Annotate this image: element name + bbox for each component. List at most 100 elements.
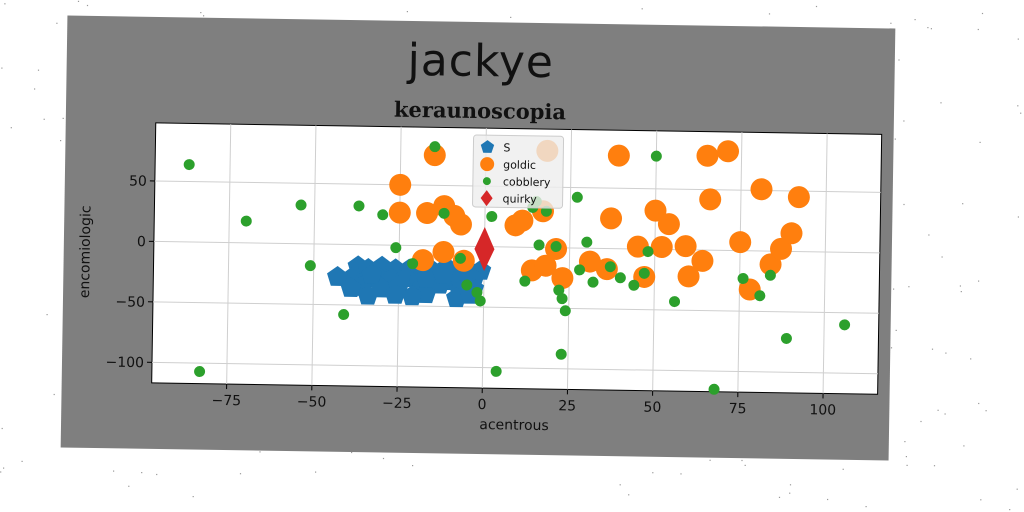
data-point-cobblery (553, 284, 565, 296)
noise-speck (156, 473, 158, 476)
noise-speck (641, 8, 643, 10)
x-gridline (822, 133, 828, 394)
data-point-goldic (389, 173, 412, 196)
noise-speck (141, 472, 143, 474)
data-point-goldic (607, 144, 630, 167)
data-point-cobblery (240, 215, 252, 227)
noise-speck (945, 352, 947, 354)
noise-speck (1, 67, 3, 69)
data-point-cobblery (614, 272, 626, 284)
y-gridline (152, 301, 879, 314)
data-point-cobblery (764, 269, 776, 281)
data-point-cobblery (737, 272, 749, 284)
x-gridline (311, 125, 317, 386)
noise-speck (62, 117, 64, 119)
noise-speck (928, 234, 930, 236)
x-gridline (226, 124, 232, 385)
y-tick-label: −50 (115, 294, 145, 310)
data-point-cobblery (390, 242, 402, 254)
noise-speck (970, 358, 972, 360)
legend-label-S: S (503, 141, 510, 154)
noise-speck (200, 12, 202, 14)
noise-speck (53, 393, 55, 396)
noise-speck (113, 470, 115, 472)
noise-speck (931, 348, 934, 350)
data-point-cobblery (555, 348, 567, 360)
noise-speck (4, 3, 6, 5)
scatter-plot: −75 −50 −25 0 25 50 75 100 −100 −50 0 50 acentrous en… (77, 122, 883, 434)
data-point-S (357, 284, 379, 305)
noise-speck (709, 459, 711, 461)
x-tick-label: 0 (477, 397, 486, 413)
data-point-goldic (551, 267, 574, 290)
data-point-cobblery (559, 305, 571, 317)
plot-area (151, 122, 883, 395)
noise-speck (842, 468, 844, 470)
noise-speck (628, 494, 630, 496)
data-point-cobblery (574, 264, 586, 276)
noise-speck (37, 69, 40, 71)
x-tick-label: −50 (297, 394, 327, 410)
data-point-quirky (474, 227, 495, 272)
noise-speck (192, 496, 194, 498)
noise-speck (768, 13, 771, 15)
x-tick-label: 100 (809, 402, 836, 418)
x-tick-label: −75 (211, 393, 241, 409)
data-point-goldic (644, 199, 667, 222)
noise-speck (21, 460, 23, 462)
noise-speck (893, 288, 895, 290)
data-point-goldic (691, 249, 714, 272)
data-point-S (361, 264, 383, 285)
noise-speck (10, 127, 12, 129)
data-point-cobblery (587, 276, 599, 288)
noise-speck (34, 88, 36, 90)
noise-speck (930, 28, 932, 30)
noise-speck (680, 473, 682, 475)
data-point-cobblery (461, 279, 473, 291)
noise-speck (865, 506, 867, 508)
data-point-goldic (511, 209, 534, 232)
x-tick-label: 75 (729, 401, 747, 417)
noise-speck (904, 441, 906, 443)
x-gridline (652, 130, 658, 391)
data-point-goldic (780, 222, 803, 245)
x-tick-label: 25 (558, 398, 576, 414)
data-point-cobblery (604, 261, 616, 273)
noise-speck (0, 471, 2, 473)
data-point-goldic (729, 231, 752, 254)
data-point-cobblery (429, 141, 441, 153)
noise-speck (1017, 216, 1019, 218)
noise-speck (905, 456, 907, 458)
data-point-goldic (699, 188, 722, 211)
noise-speck (903, 203, 905, 206)
noise-speck (985, 410, 987, 412)
noise-speck (962, 203, 964, 205)
data-point-goldic (423, 144, 446, 167)
series-cobblery (183, 141, 851, 395)
x-axis-label: acentrous (479, 417, 549, 434)
data-point-cobblery (377, 209, 389, 221)
data-point-cobblery (571, 191, 583, 203)
noise-speck (980, 499, 982, 501)
noise-speck (406, 11, 408, 13)
data-point-goldic (650, 235, 673, 258)
noise-speck (979, 141, 981, 143)
noise-speck (908, 286, 910, 288)
data-point-goldic (759, 253, 782, 276)
data-point-cobblery (338, 309, 350, 321)
legend-box (472, 134, 565, 209)
data-point-S (327, 265, 348, 286)
y-axis-label: encomiologic (77, 205, 94, 298)
data-point-goldic (674, 235, 697, 258)
data-point-goldic (600, 207, 623, 230)
series-goldic (388, 139, 810, 301)
noise-speck (981, 12, 984, 15)
data-point-cobblery (295, 199, 307, 211)
noise-speck (933, 465, 936, 467)
noise-speck (412, 465, 414, 467)
noise-speck (898, 59, 900, 61)
data-point-cobblery (533, 239, 545, 251)
data-point-goldic (578, 250, 601, 273)
noise-speck (1016, 488, 1018, 490)
legend-marker-goldic (480, 157, 495, 172)
